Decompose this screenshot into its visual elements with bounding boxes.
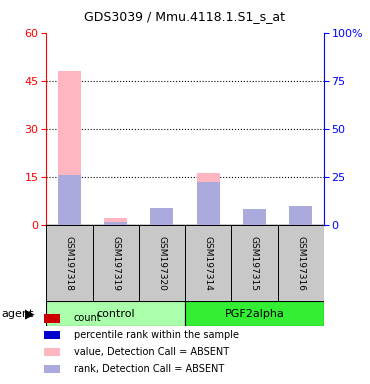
Bar <box>278 225 324 301</box>
Text: GSM197314: GSM197314 <box>204 236 213 290</box>
Bar <box>150 209 174 225</box>
Text: GSM197318: GSM197318 <box>65 235 74 291</box>
Text: percentile rank within the sample: percentile rank within the sample <box>74 330 239 340</box>
Bar <box>139 225 185 301</box>
Bar <box>243 212 266 225</box>
Bar <box>289 207 312 225</box>
Text: GDS3039 / Mmu.4118.1.S1_s_at: GDS3039 / Mmu.4118.1.S1_s_at <box>84 10 286 23</box>
Bar <box>196 174 220 225</box>
Text: control: control <box>96 309 135 319</box>
Bar <box>58 175 81 225</box>
Text: GSM197316: GSM197316 <box>296 235 305 291</box>
Bar <box>58 71 81 225</box>
Bar <box>46 225 92 301</box>
Text: rank, Detection Call = ABSENT: rank, Detection Call = ABSENT <box>74 364 224 374</box>
Bar <box>243 209 266 225</box>
Bar <box>231 225 278 301</box>
Bar <box>185 301 324 326</box>
Text: value, Detection Call = ABSENT: value, Detection Call = ABSENT <box>74 347 229 357</box>
Bar <box>150 210 174 225</box>
Text: ▶: ▶ <box>25 308 35 320</box>
Bar <box>104 222 127 225</box>
Bar <box>104 218 127 225</box>
Bar <box>92 225 139 301</box>
Bar <box>289 207 312 225</box>
Text: count: count <box>74 313 102 323</box>
Text: agent: agent <box>2 309 34 319</box>
Text: GSM197320: GSM197320 <box>157 236 166 290</box>
Bar <box>196 182 220 225</box>
Text: GSM197315: GSM197315 <box>250 235 259 291</box>
Text: PGF2alpha: PGF2alpha <box>225 309 284 319</box>
Text: GSM197319: GSM197319 <box>111 235 120 291</box>
Bar <box>46 301 185 326</box>
Bar <box>185 225 231 301</box>
